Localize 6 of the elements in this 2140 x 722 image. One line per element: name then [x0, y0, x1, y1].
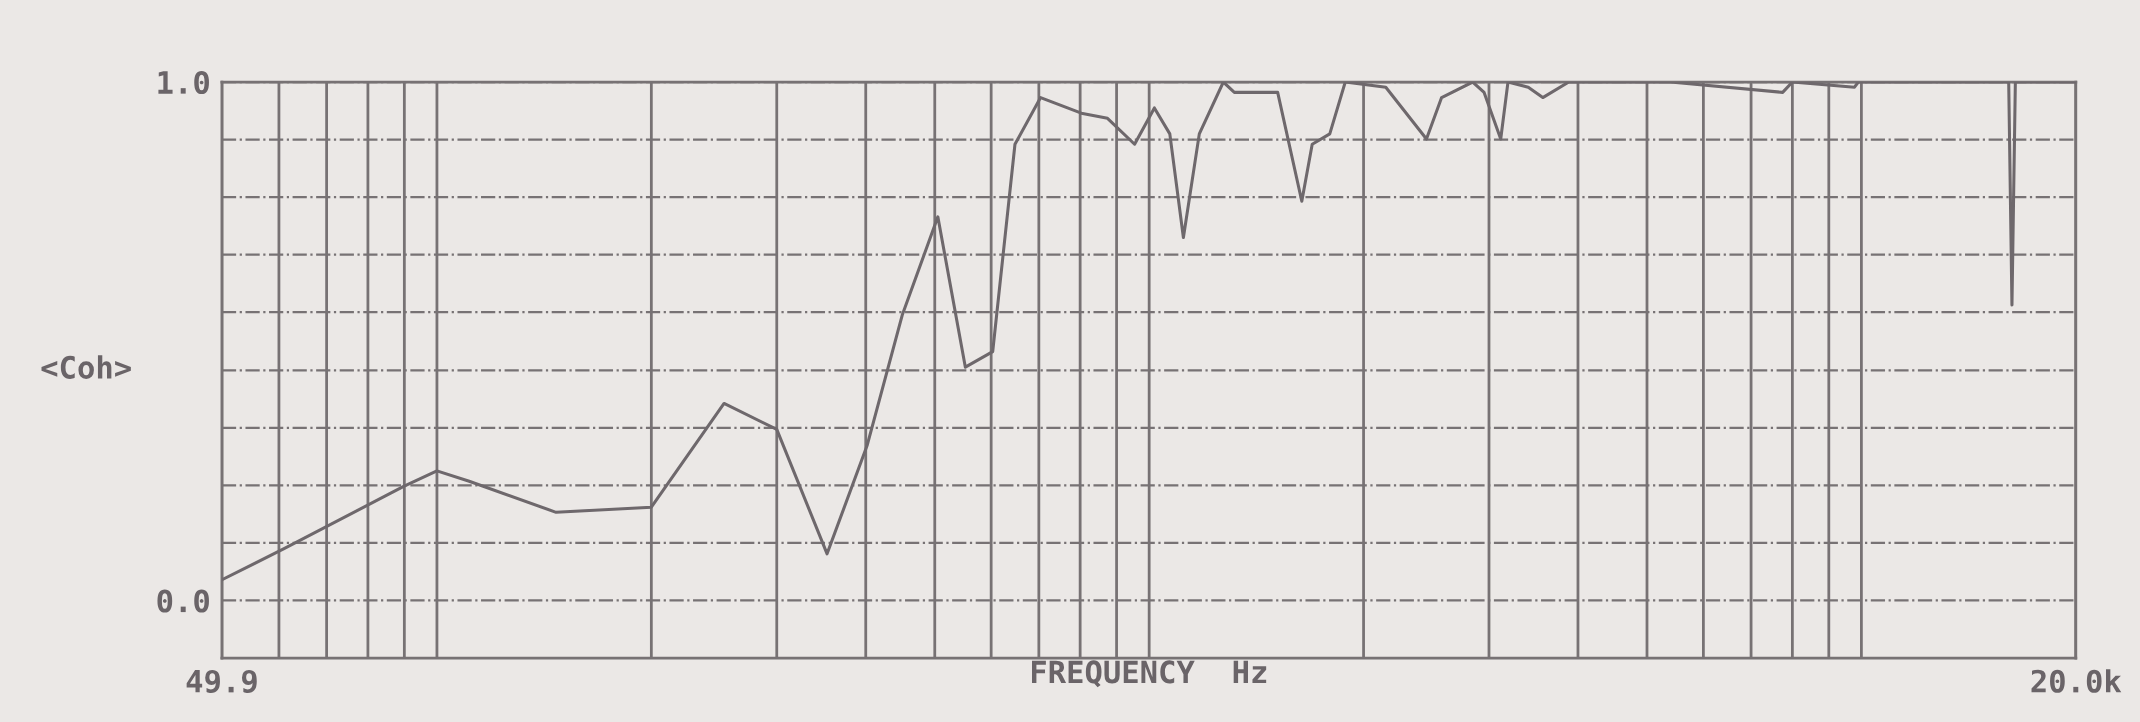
x-tick-label: 20.0k: [2031, 669, 2122, 693]
y-tick-label: 1.0: [158, 70, 209, 95]
y-axis-title: <Coh>: [41, 355, 131, 379]
x-tick-label: 49.9: [186, 669, 257, 693]
y-tick-label: 0.0: [157, 589, 209, 613]
x-axis-title: FREQUENCY Hz: [1032, 660, 1267, 688]
